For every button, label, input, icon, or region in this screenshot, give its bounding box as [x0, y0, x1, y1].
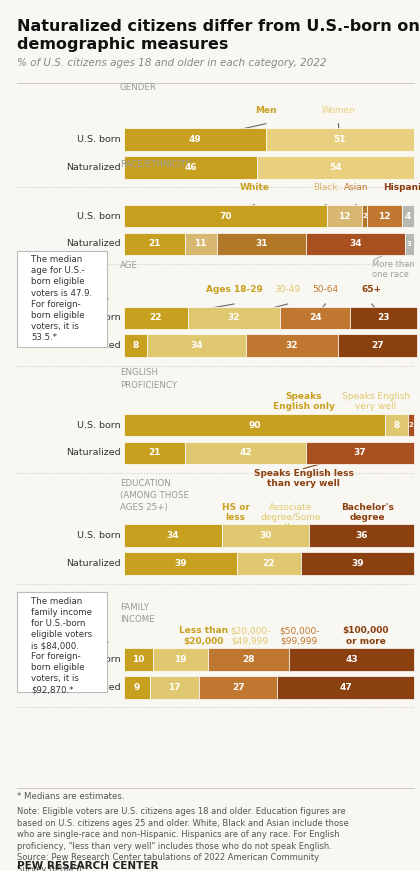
Text: 51: 51	[333, 135, 346, 144]
Text: 70: 70	[219, 212, 231, 220]
Text: Speaks English
very well: Speaks English very well	[342, 392, 410, 411]
Text: * Medians are estimates.: * Medians are estimates.	[17, 792, 124, 800]
Text: 49: 49	[189, 135, 201, 144]
Text: Bachelor's
degree
or more: Bachelor's degree or more	[341, 503, 394, 532]
Text: 21: 21	[148, 449, 160, 457]
Text: Speaks
English only: Speaks English only	[273, 392, 334, 411]
Text: 50-64: 50-64	[312, 285, 339, 294]
Text: U.S. born: U.S. born	[77, 212, 121, 220]
Text: 42: 42	[239, 449, 252, 457]
Text: AGE: AGE	[120, 261, 138, 270]
Text: Women: Women	[321, 106, 355, 115]
Text: Naturalized: Naturalized	[66, 683, 121, 692]
Text: Hispanic: Hispanic	[383, 183, 420, 192]
Text: Less than
$20,000: Less than $20,000	[179, 626, 228, 645]
Text: 27: 27	[371, 341, 384, 350]
Text: The median
family income
for U.S.-born
eligible voters
is $84,000.
For foreign-
: The median family income for U.S.-born e…	[32, 597, 92, 694]
Text: 3: 3	[407, 241, 412, 246]
Text: INCOME: INCOME	[120, 615, 155, 624]
Text: Naturalized: Naturalized	[66, 341, 121, 350]
Text: 17: 17	[168, 683, 181, 692]
Text: Naturalized: Naturalized	[66, 163, 121, 172]
Text: 22: 22	[262, 559, 275, 568]
Text: 22: 22	[150, 314, 162, 322]
Text: RACE/ETHNICITY: RACE/ETHNICITY	[120, 159, 191, 168]
Text: Asian: Asian	[344, 183, 368, 192]
Text: 19: 19	[174, 655, 187, 664]
Text: 2: 2	[362, 213, 367, 219]
Text: 54: 54	[329, 163, 342, 172]
Text: % of U.S. citizens ages 18 and older in each category, 2022: % of U.S. citizens ages 18 and older in …	[17, 58, 326, 68]
Text: 12: 12	[378, 212, 391, 220]
Text: 43: 43	[345, 655, 358, 664]
Text: U.S. born: U.S. born	[77, 135, 121, 144]
Text: U.S. born: U.S. born	[77, 531, 121, 540]
Text: GENDER: GENDER	[120, 83, 157, 91]
Text: 65+: 65+	[362, 285, 382, 294]
Text: 30: 30	[260, 531, 272, 540]
Text: 31: 31	[255, 240, 268, 248]
Text: EDUCATION: EDUCATION	[120, 479, 171, 488]
Text: 24: 24	[309, 314, 321, 322]
Text: 34: 34	[167, 531, 179, 540]
Text: 36: 36	[355, 531, 368, 540]
Text: 34: 34	[190, 341, 203, 350]
Text: 32: 32	[228, 314, 240, 322]
Text: 28: 28	[242, 655, 255, 664]
Text: 9: 9	[134, 683, 140, 692]
Text: FAMILY: FAMILY	[120, 603, 149, 611]
Text: White: White	[239, 183, 269, 192]
Text: 11: 11	[194, 240, 207, 248]
Text: 10: 10	[132, 655, 144, 664]
Text: 2: 2	[408, 422, 413, 428]
Text: U.S. born: U.S. born	[77, 314, 121, 322]
Text: PEW RESEARCH CENTER: PEW RESEARCH CENTER	[17, 861, 158, 870]
Text: HS or
less: HS or less	[221, 503, 249, 522]
Text: $50,000-
$99,999: $50,000- $99,999	[279, 626, 320, 645]
Text: 30-49: 30-49	[275, 285, 301, 294]
Text: AGES 25+): AGES 25+)	[120, 503, 168, 512]
Text: 8: 8	[132, 341, 139, 350]
Text: PROFICIENCY: PROFICIENCY	[120, 381, 177, 389]
Text: 90: 90	[248, 421, 260, 429]
Text: The median
age for U.S.-
born eligible
voters is 47.9.
For foreign-
born eligibl: The median age for U.S.- born eligible v…	[32, 255, 92, 342]
Text: More than
one race: More than one race	[372, 260, 415, 279]
Text: 34: 34	[349, 240, 362, 248]
Text: $100,000
or more: $100,000 or more	[343, 626, 389, 645]
Text: 12: 12	[338, 212, 350, 220]
Text: 4: 4	[405, 212, 411, 220]
Text: Naturalized: Naturalized	[66, 240, 121, 248]
Text: 37: 37	[354, 449, 366, 457]
Text: U.S. born: U.S. born	[77, 421, 121, 429]
Text: 47: 47	[339, 683, 352, 692]
Text: U.S. born: U.S. born	[77, 655, 121, 664]
Text: $20,000-
$49,999: $20,000- $49,999	[230, 626, 270, 645]
Text: 23: 23	[377, 314, 389, 322]
Text: 39: 39	[174, 559, 187, 568]
Text: 46: 46	[184, 163, 197, 172]
Text: Black: Black	[313, 183, 338, 192]
Text: Naturalized: Naturalized	[66, 559, 121, 568]
Text: Note: Eligible voters are U.S. citizens ages 18 and older. Education figures are: Note: Eligible voters are U.S. citizens …	[17, 807, 349, 871]
Text: Naturalized citizens differ from U.S.-born on
demographic measures: Naturalized citizens differ from U.S.-bo…	[17, 19, 420, 52]
Text: Ages 18-29: Ages 18-29	[205, 285, 262, 294]
Text: 32: 32	[286, 341, 298, 350]
Text: (AMONG THOSE: (AMONG THOSE	[120, 491, 189, 500]
Text: Men: Men	[255, 106, 277, 115]
Text: ENGLISH: ENGLISH	[120, 368, 158, 377]
Text: Naturalized: Naturalized	[66, 449, 121, 457]
Text: 27: 27	[232, 683, 245, 692]
Text: Associate
degree/Some
college: Associate degree/Some college	[260, 503, 321, 532]
Text: Speaks English less
than very well: Speaks English less than very well	[254, 469, 354, 488]
Text: 21: 21	[148, 240, 160, 248]
Text: 39: 39	[351, 559, 363, 568]
Text: 8: 8	[393, 421, 399, 429]
